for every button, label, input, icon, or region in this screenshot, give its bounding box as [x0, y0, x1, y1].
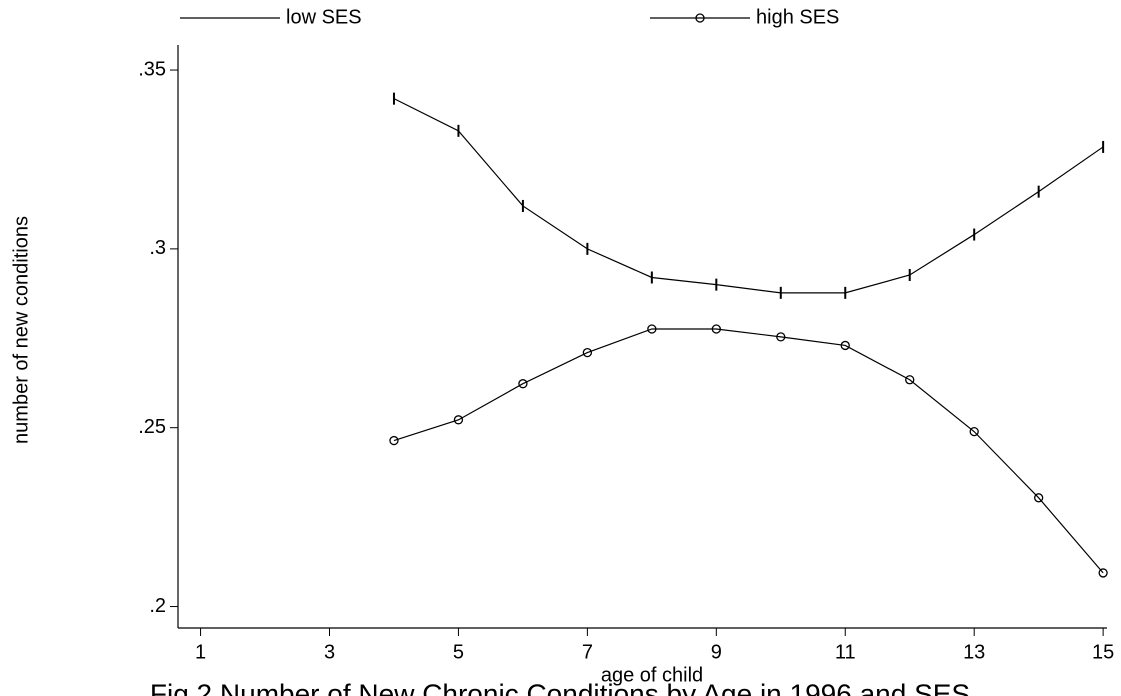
- x-tick-label: 1: [195, 641, 206, 663]
- x-tick-label: 3: [324, 641, 335, 663]
- legend-label: low SES: [286, 6, 362, 28]
- point: [518, 379, 528, 389]
- chart-title: Fig 2 Number of New Chronic Conditions b…: [150, 678, 970, 696]
- point: [1034, 493, 1044, 503]
- y-tick-label: .3: [149, 237, 166, 259]
- series-line: [393, 328, 1104, 574]
- point: [695, 13, 705, 23]
- series-line: [393, 98, 1104, 294]
- y-axis-label: number of new conditions: [10, 216, 32, 444]
- point: [776, 332, 786, 342]
- x-tick-label: 7: [582, 641, 593, 663]
- point: [840, 340, 850, 351]
- x-tick-label: 9: [711, 641, 722, 663]
- point: [389, 435, 399, 446]
- x-tick-label: 11: [835, 641, 856, 663]
- x-tick-label: 5: [453, 641, 464, 663]
- point: [647, 324, 657, 334]
- y-tick-label: .35: [138, 58, 166, 80]
- x-axis-label: age of child: [601, 664, 703, 686]
- x-tick-label: 15: [1092, 641, 1114, 663]
- y-tick-label: .2: [149, 595, 166, 617]
- point: [1098, 568, 1108, 578]
- point: [711, 324, 721, 334]
- point: [582, 347, 593, 358]
- x-tick-label: 13: [963, 641, 985, 663]
- point: [969, 426, 979, 437]
- point: [453, 415, 464, 425]
- y-tick-label: .25: [138, 416, 166, 438]
- point: [905, 375, 915, 385]
- legend-label: high SES: [756, 6, 839, 28]
